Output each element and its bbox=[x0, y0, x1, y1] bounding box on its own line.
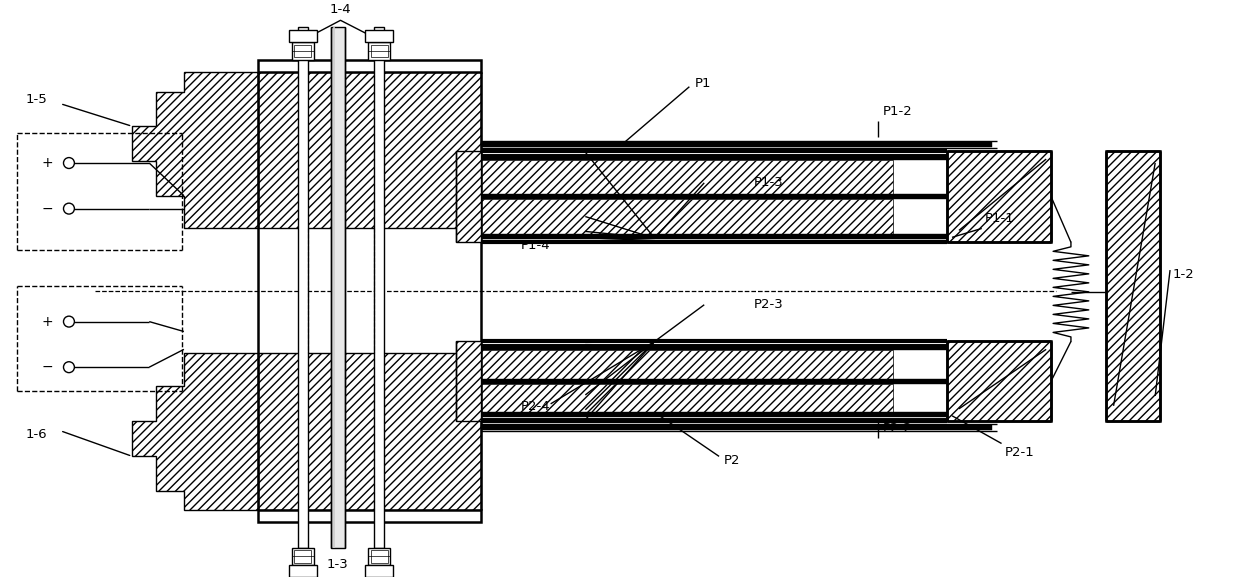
Bar bbox=[258, 510, 481, 522]
Text: 1-2: 1-2 bbox=[1173, 268, 1194, 280]
Text: P2-2: P2-2 bbox=[882, 422, 912, 435]
Bar bbox=[366, 565, 393, 577]
Bar bbox=[370, 45, 388, 57]
Text: 1-3: 1-3 bbox=[327, 558, 348, 572]
Bar bbox=[295, 45, 311, 57]
Bar bbox=[258, 353, 481, 510]
Bar bbox=[481, 425, 991, 430]
Bar bbox=[374, 27, 384, 547]
Bar bbox=[258, 60, 481, 72]
Bar bbox=[481, 412, 947, 417]
Bar bbox=[481, 384, 892, 412]
Bar bbox=[292, 547, 313, 565]
Bar bbox=[1105, 151, 1160, 421]
Polygon shape bbox=[133, 353, 258, 510]
Bar bbox=[481, 194, 947, 199]
Text: +: + bbox=[41, 156, 53, 170]
Bar bbox=[295, 550, 311, 563]
Bar bbox=[481, 350, 892, 379]
Text: +: + bbox=[41, 314, 53, 329]
Bar bbox=[368, 42, 390, 60]
Text: 1-5: 1-5 bbox=[25, 93, 47, 106]
Text: P1-3: P1-3 bbox=[753, 176, 783, 190]
Bar bbox=[366, 30, 393, 42]
Bar bbox=[481, 154, 947, 160]
Text: P2: P2 bbox=[724, 454, 741, 467]
Text: 1-6: 1-6 bbox=[25, 428, 47, 441]
Bar bbox=[947, 151, 1051, 242]
Bar bbox=[331, 27, 346, 547]
Text: −: − bbox=[41, 202, 53, 216]
Bar bbox=[258, 72, 481, 228]
Text: P1-4: P1-4 bbox=[520, 239, 550, 252]
Bar bbox=[481, 142, 991, 147]
Text: 1-4: 1-4 bbox=[330, 3, 352, 16]
Bar bbox=[481, 234, 947, 239]
Polygon shape bbox=[133, 72, 258, 228]
Bar bbox=[456, 151, 481, 242]
Bar bbox=[289, 565, 317, 577]
Bar bbox=[481, 345, 947, 350]
Text: P1-1: P1-1 bbox=[985, 213, 1015, 225]
Text: P2-4: P2-4 bbox=[520, 401, 550, 413]
Bar bbox=[947, 342, 1051, 421]
Bar bbox=[481, 199, 892, 234]
Bar bbox=[297, 27, 307, 547]
Text: P1: P1 bbox=[694, 77, 711, 90]
Bar bbox=[481, 379, 947, 384]
Bar bbox=[368, 547, 390, 565]
Text: P2-1: P2-1 bbox=[1005, 446, 1035, 460]
Bar bbox=[370, 550, 388, 563]
Text: P2-3: P2-3 bbox=[753, 298, 783, 312]
Bar bbox=[289, 30, 317, 42]
Text: −: − bbox=[41, 360, 53, 374]
Bar bbox=[456, 342, 481, 421]
Bar bbox=[292, 42, 313, 60]
Bar bbox=[481, 160, 892, 194]
Text: P1-2: P1-2 bbox=[882, 105, 912, 118]
